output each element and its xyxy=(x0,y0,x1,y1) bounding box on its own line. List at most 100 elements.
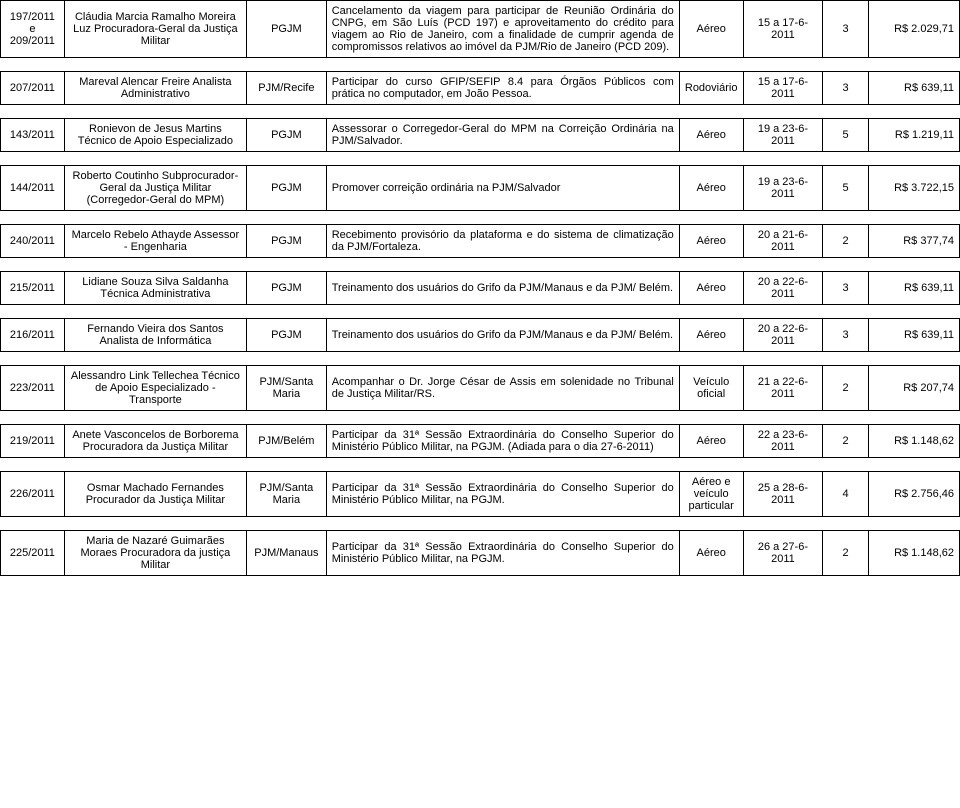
cell-description: Recebimento provisório da plataforma e d… xyxy=(326,225,679,258)
cell-id: 144/2011 xyxy=(1,166,65,211)
cell-origin: PGJM xyxy=(247,166,327,211)
cell-person: Ronievon de Jesus Martins Técnico de Apo… xyxy=(64,119,246,152)
cell-person: Maria de Nazaré Guimarães Moraes Procura… xyxy=(64,531,246,576)
cell-origin: PGJM xyxy=(247,119,327,152)
cell-days: 3 xyxy=(823,72,869,105)
table-row: 144/2011Roberto Coutinho Subprocurador-G… xyxy=(1,166,960,211)
table-row: 226/2011Osmar Machado Fernandes Procurad… xyxy=(1,472,960,517)
cell-id: 225/2011 xyxy=(1,531,65,576)
cell-value: R$ 3.722,15 xyxy=(868,166,959,211)
cell-id: 216/2011 xyxy=(1,319,65,352)
cell-mode: Aéreo xyxy=(679,531,743,576)
cell-person: Anete Vasconcelos de Borborema Procurado… xyxy=(64,425,246,458)
cell-period: 26 a 27-6-2011 xyxy=(743,531,823,576)
table-row: 225/2011Maria de Nazaré Guimarães Moraes… xyxy=(1,531,960,576)
table-row: 223/2011Alessandro Link Tellechea Técnic… xyxy=(1,366,960,411)
cell-mode: Rodoviário xyxy=(679,72,743,105)
cell-period: 21 a 22-6-2011 xyxy=(743,366,823,411)
cell-value: R$ 1.148,62 xyxy=(868,425,959,458)
cell-id: 240/2011 xyxy=(1,225,65,258)
cell-days: 3 xyxy=(823,1,869,58)
cell-origin: PGJM xyxy=(247,319,327,352)
row-spacer xyxy=(1,458,960,472)
cell-period: 20 a 21-6-2011 xyxy=(743,225,823,258)
cell-days: 3 xyxy=(823,272,869,305)
cell-value: R$ 1.148,62 xyxy=(868,531,959,576)
cell-period: 20 a 22-6-2011 xyxy=(743,272,823,305)
row-spacer xyxy=(1,517,960,531)
cell-value: R$ 2.756,46 xyxy=(868,472,959,517)
cell-period: 25 a 28-6-2011 xyxy=(743,472,823,517)
cell-person: Mareval Alencar Freire Analista Administ… xyxy=(64,72,246,105)
cell-id: 219/2011 xyxy=(1,425,65,458)
row-spacer xyxy=(1,258,960,272)
cell-value: R$ 2.029,71 xyxy=(868,1,959,58)
cell-value: R$ 207,74 xyxy=(868,366,959,411)
cell-person: Osmar Machado Fernandes Procurador da Ju… xyxy=(64,472,246,517)
cell-description: Promover correição ordinária na PJM/Salv… xyxy=(326,166,679,211)
row-spacer xyxy=(1,305,960,319)
cell-mode: Veículo oficial xyxy=(679,366,743,411)
table-row: 207/2011Mareval Alencar Freire Analista … xyxy=(1,72,960,105)
cell-period: 15 a 17-6-2011 xyxy=(743,1,823,58)
cell-origin: PJM/Santa Maria xyxy=(247,472,327,517)
cell-value: R$ 639,11 xyxy=(868,272,959,305)
cell-person: Alessandro Link Tellechea Técnico de Apo… xyxy=(64,366,246,411)
cell-period: 22 a 23-6-2011 xyxy=(743,425,823,458)
cell-mode: Aéreo xyxy=(679,1,743,58)
cell-days: 5 xyxy=(823,166,869,211)
cell-days: 4 xyxy=(823,472,869,517)
cell-mode: Aéreo e veículo particular xyxy=(679,472,743,517)
cell-description: Cancelamento da viagem para participar d… xyxy=(326,1,679,58)
row-spacer xyxy=(1,211,960,225)
cell-id: 226/2011 xyxy=(1,472,65,517)
cell-days: 3 xyxy=(823,319,869,352)
table-row: 197/2011 e 209/2011Cláudia Marcia Ramalh… xyxy=(1,1,960,58)
cell-value: R$ 1.219,11 xyxy=(868,119,959,152)
cell-origin: PJM/Belém xyxy=(247,425,327,458)
row-spacer xyxy=(1,411,960,425)
cell-id: 215/2011 xyxy=(1,272,65,305)
cell-description: Treinamento dos usuários do Grifo da PJM… xyxy=(326,319,679,352)
cell-days: 2 xyxy=(823,531,869,576)
cell-description: Participar da 31ª Sessão Extraordinária … xyxy=(326,531,679,576)
cell-days: 5 xyxy=(823,119,869,152)
cell-days: 2 xyxy=(823,366,869,411)
cell-period: 19 a 23-6-2011 xyxy=(743,166,823,211)
row-spacer xyxy=(1,152,960,166)
travel-table: 197/2011 e 209/2011Cláudia Marcia Ramalh… xyxy=(0,0,960,576)
cell-id: 207/2011 xyxy=(1,72,65,105)
cell-origin: PGJM xyxy=(247,225,327,258)
cell-id: 143/2011 xyxy=(1,119,65,152)
cell-person: Roberto Coutinho Subprocurador-Geral da … xyxy=(64,166,246,211)
row-spacer xyxy=(1,105,960,119)
cell-description: Acompanhar o Dr. Jorge César de Assis em… xyxy=(326,366,679,411)
cell-value: R$ 377,74 xyxy=(868,225,959,258)
table-row: 215/2011Lidiane Souza Silva Saldanha Téc… xyxy=(1,272,960,305)
row-spacer xyxy=(1,58,960,72)
cell-person: Marcelo Rebelo Athayde Assessor - Engenh… xyxy=(64,225,246,258)
table-row: 219/2011Anete Vasconcelos de Borborema P… xyxy=(1,425,960,458)
cell-mode: Aéreo xyxy=(679,319,743,352)
cell-mode: Aéreo xyxy=(679,425,743,458)
cell-person: Cláudia Marcia Ramalho Moreira Luz Procu… xyxy=(64,1,246,58)
cell-id: 197/2011 e 209/2011 xyxy=(1,1,65,58)
cell-origin: PJM/Manaus xyxy=(247,531,327,576)
cell-description: Participar do curso GFIP/SEFIP 8.4 para … xyxy=(326,72,679,105)
cell-days: 2 xyxy=(823,425,869,458)
cell-person: Lidiane Souza Silva Saldanha Técnica Adm… xyxy=(64,272,246,305)
table-row: 143/2011Ronievon de Jesus Martins Técnic… xyxy=(1,119,960,152)
cell-value: R$ 639,11 xyxy=(868,72,959,105)
cell-mode: Aéreo xyxy=(679,225,743,258)
cell-description: Participar da 31ª Sessão Extraordinária … xyxy=(326,425,679,458)
cell-description: Participar da 31ª Sessão Extraordinária … xyxy=(326,472,679,517)
table-row: 240/2011Marcelo Rebelo Athayde Assessor … xyxy=(1,225,960,258)
cell-mode: Aéreo xyxy=(679,119,743,152)
cell-period: 19 a 23-6-2011 xyxy=(743,119,823,152)
cell-origin: PJM/Santa Maria xyxy=(247,366,327,411)
cell-description: Treinamento dos usuários do Grifo da PJM… xyxy=(326,272,679,305)
cell-person: Fernando Vieira dos Santos Analista de I… xyxy=(64,319,246,352)
cell-origin: PJM/Recife xyxy=(247,72,327,105)
cell-period: 20 a 22-6-2011 xyxy=(743,319,823,352)
cell-id: 223/2011 xyxy=(1,366,65,411)
